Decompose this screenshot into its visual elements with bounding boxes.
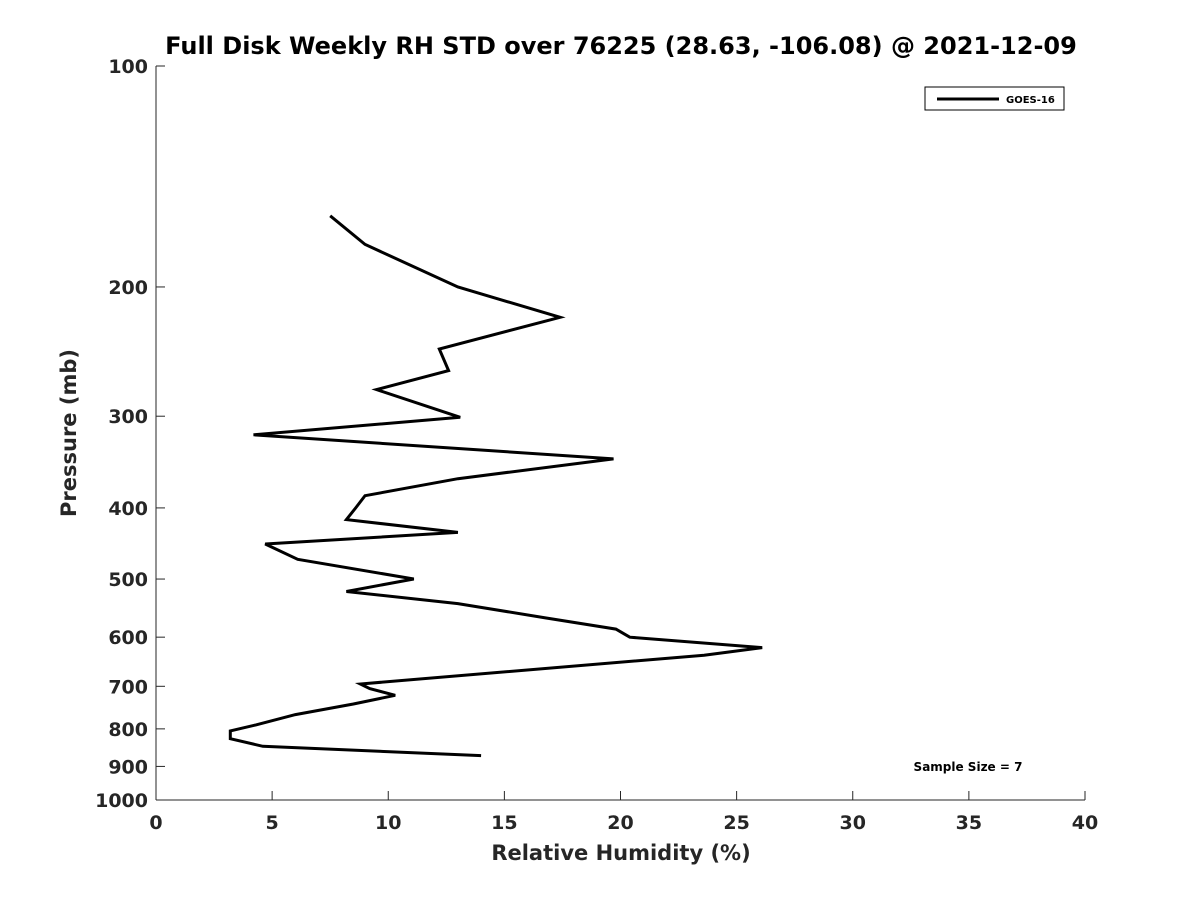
y-tick-label: 100 [108, 56, 148, 78]
x-tick-label: 30 [840, 812, 866, 834]
x-tick-label: 35 [956, 812, 982, 834]
x-tick-label: 20 [607, 812, 633, 834]
y-tick-label: 600 [108, 627, 148, 649]
y-tick-label: 1000 [95, 790, 148, 812]
x-tick-label: 15 [491, 812, 517, 834]
y-tick-label: 800 [108, 719, 148, 741]
x-tick-label: 5 [266, 812, 279, 834]
sample-size-annotation: Sample Size = 7 [914, 760, 1023, 774]
legend-label: GOES-16 [1006, 95, 1055, 106]
y-axis-label: Pressure (mb) [57, 349, 81, 517]
y-tick-label: 500 [108, 569, 148, 591]
legend: GOES-16 [924, 86, 1065, 111]
axes [155, 66, 1085, 801]
series-group [228, 214, 763, 758]
y-axis-ticks: 100 200 300 400 500 600 700 800 900 1000 [95, 56, 165, 812]
chart-title: Full Disk Weekly RH STD over 76225 (28.6… [165, 32, 1077, 60]
y-tick-label: 700 [108, 676, 148, 698]
y-tick-label: 300 [108, 406, 148, 428]
y-tick-label: 900 [108, 756, 148, 778]
x-tick-label: 0 [149, 812, 162, 834]
x-tick-label: 25 [723, 812, 749, 834]
x-tick-label: 10 [375, 812, 401, 834]
y-tick-label: 400 [108, 498, 148, 520]
series-line-goes-16 [228, 214, 763, 758]
x-tick-label: 40 [1072, 812, 1098, 834]
x-axis-label: Relative Humidity (%) [491, 841, 750, 865]
x-axis-ticks: 0 5 10 15 20 25 30 35 40 [149, 791, 1098, 834]
y-tick-label: 200 [108, 277, 148, 299]
